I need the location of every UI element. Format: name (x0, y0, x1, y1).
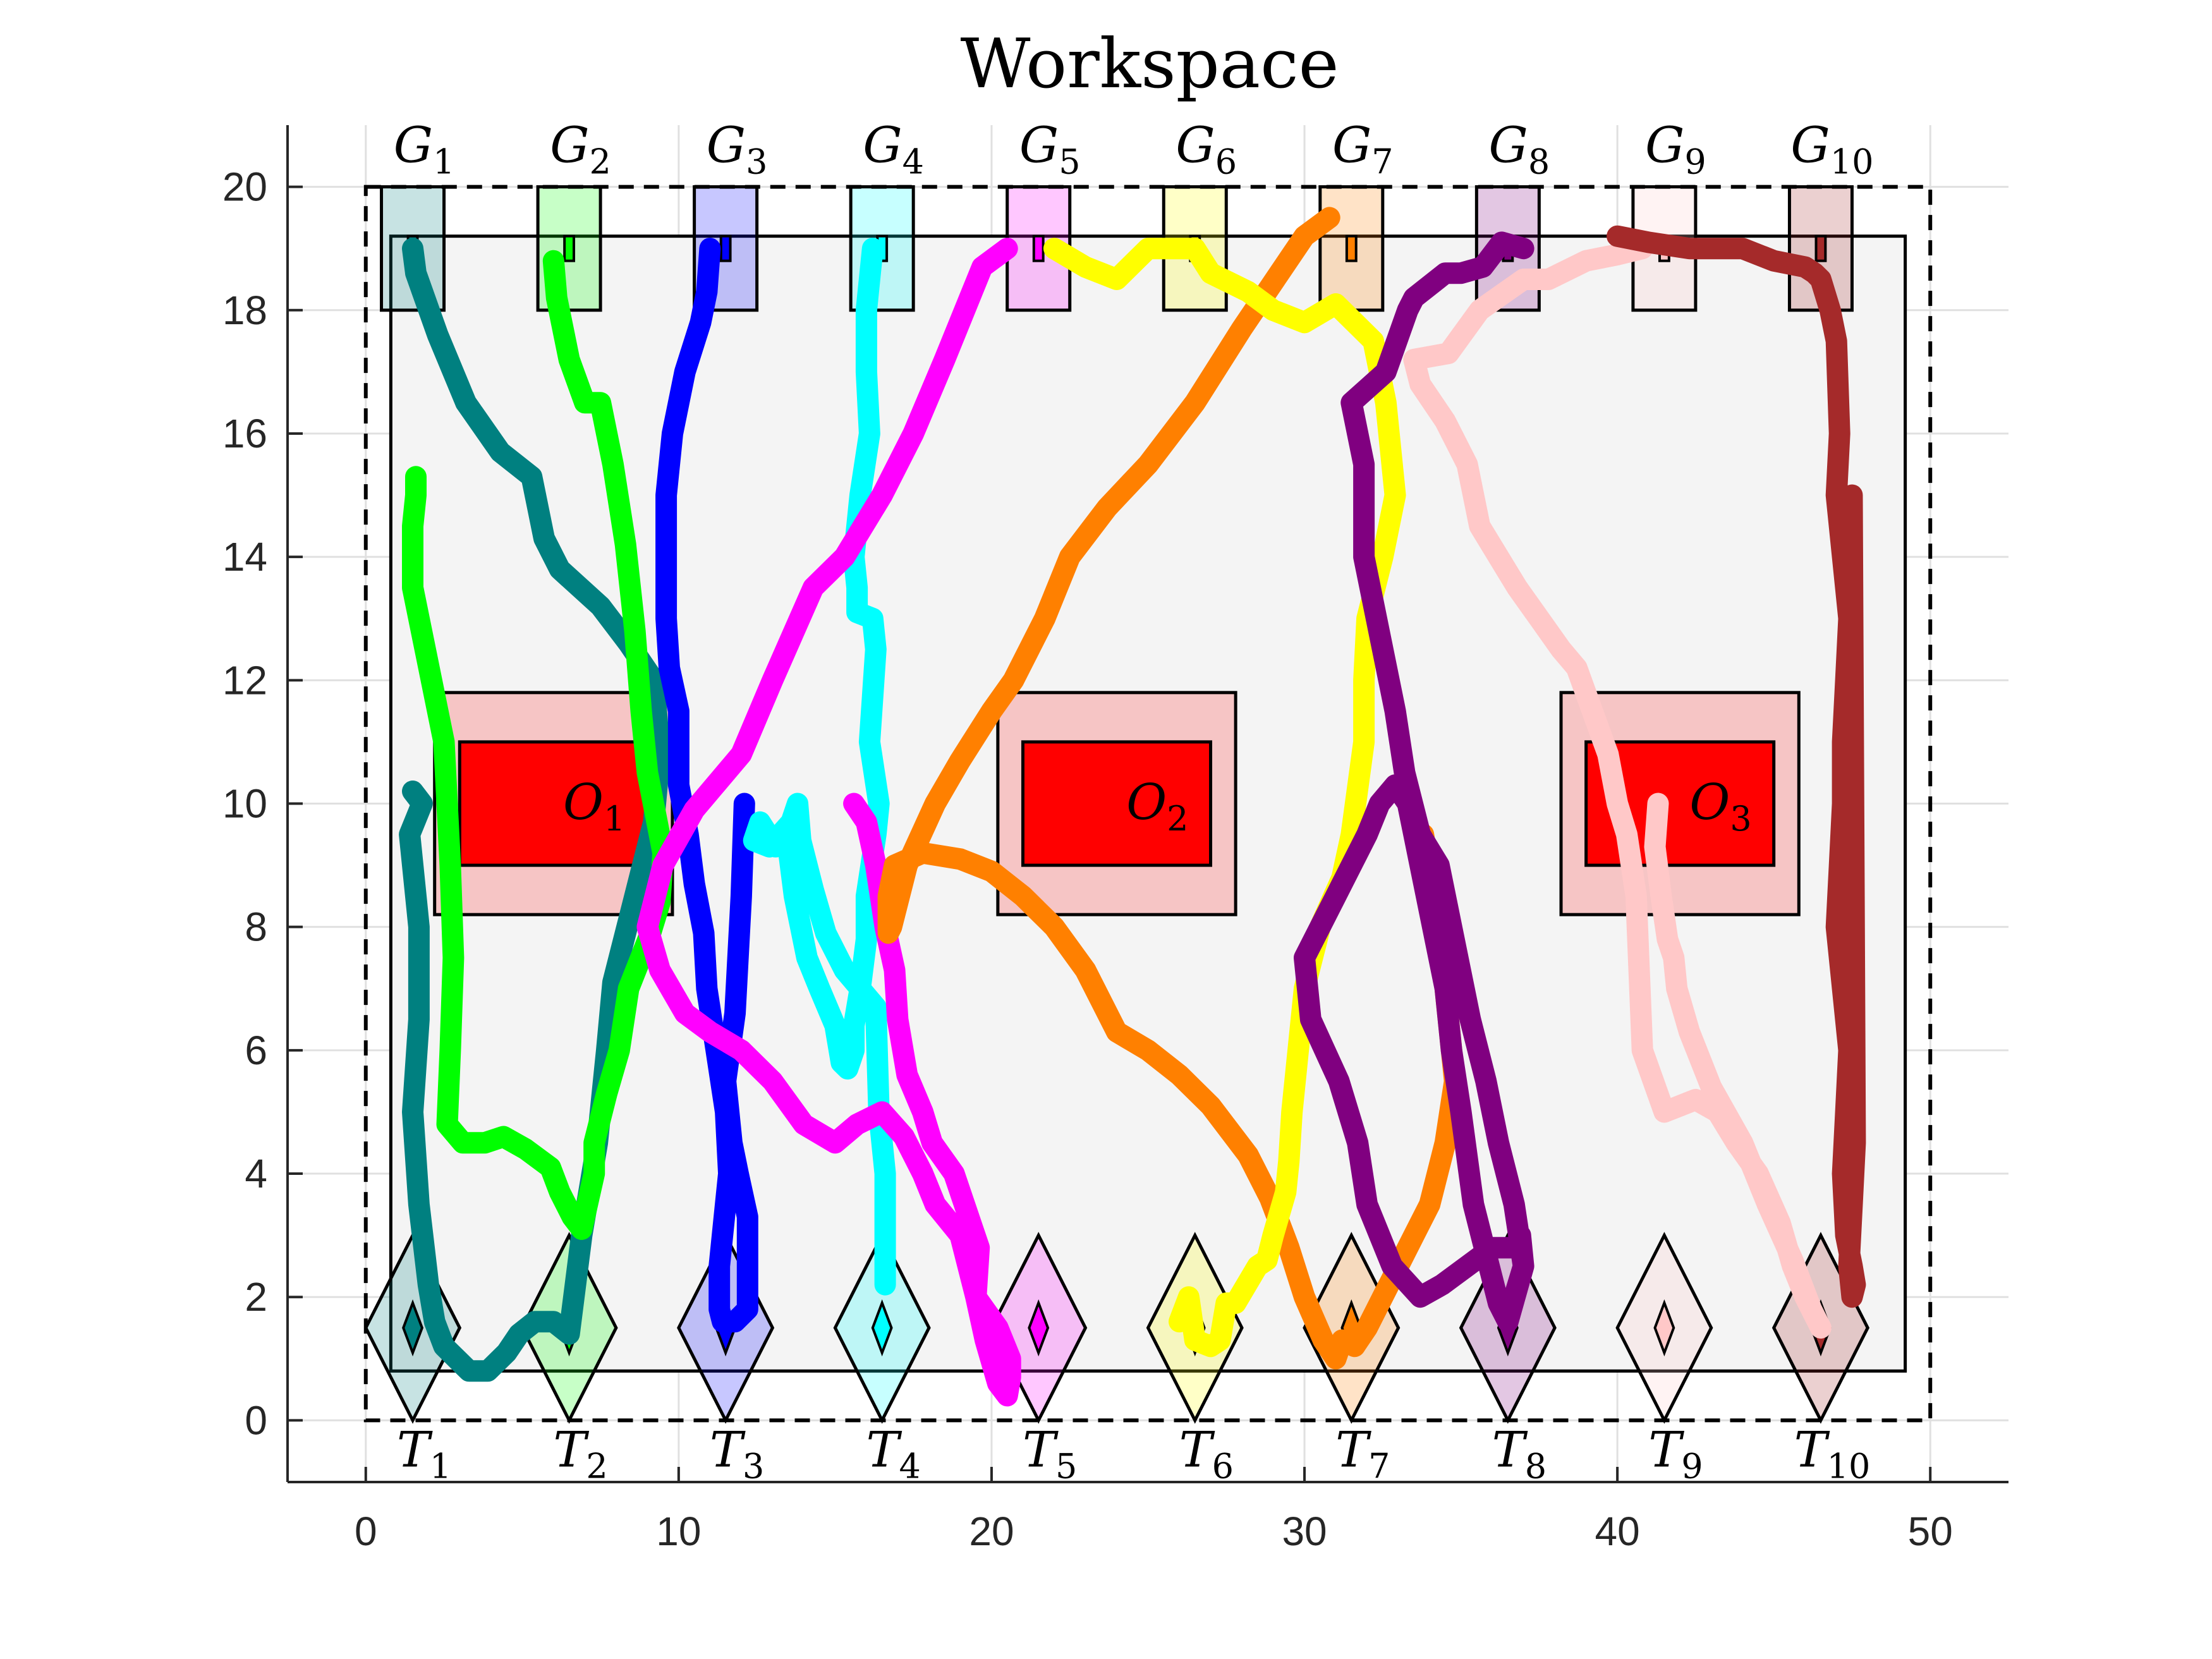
y-tick-label: 10 (222, 781, 267, 827)
goal-marker-5 (1032, 234, 1045, 262)
goal-label-2: G2 (550, 118, 611, 182)
target-label-9: T9 (1648, 1422, 1703, 1486)
x-tick-label: 10 (656, 1509, 701, 1554)
goal-label-8: G8 (1489, 118, 1550, 182)
trajectory-4 (743, 238, 896, 1296)
goal-label-5: G5 (1019, 118, 1081, 182)
goal-marker-10 (1814, 234, 1827, 262)
y-tick-label: 14 (222, 534, 267, 580)
workspace-boundary-rect (363, 185, 1933, 1423)
goal-label-1: G1 (394, 118, 455, 182)
goal-label-4: G4 (863, 118, 924, 182)
y-tick-label: 16 (222, 411, 267, 456)
x-tick-label: 20 (969, 1509, 1014, 1554)
obstacle-label-1: O1 (563, 774, 625, 839)
y-tick-label: 8 (245, 904, 267, 950)
y-tick-label: 4 (245, 1151, 267, 1196)
obstacle-label-2: O2 (1126, 774, 1188, 839)
y-tick-label: 2 (245, 1274, 267, 1320)
goal-marker-2 (563, 234, 576, 262)
target-label-1: T1 (397, 1422, 451, 1486)
target-label-4: T4 (866, 1422, 920, 1486)
goal-marker-7 (1345, 234, 1358, 262)
goal-label-6: G6 (1176, 118, 1237, 182)
x-tick-label: 40 (1595, 1509, 1640, 1554)
trajectory-1 (399, 238, 671, 1382)
workspace-boundary (363, 185, 1933, 1423)
target-marker-9 (1653, 1299, 1675, 1357)
target-marker-4 (871, 1299, 893, 1357)
x-tick-label: 30 (1282, 1509, 1327, 1554)
y-tick-label: 0 (245, 1397, 267, 1443)
trajectory-lines (399, 207, 1866, 1407)
target-label-5: T5 (1023, 1422, 1077, 1486)
goal-label-9: G9 (1645, 118, 1706, 182)
y-tick-label: 6 (245, 1028, 267, 1073)
chart-title: Workspace (960, 25, 1339, 104)
obstacle-label-3: O3 (1689, 774, 1751, 839)
target-label-8: T8 (1492, 1422, 1547, 1486)
trajectory-2 (402, 250, 674, 1240)
target-label-7: T7 (1335, 1422, 1390, 1486)
trajectory-5 (636, 238, 1021, 1407)
trajectory-8 (1294, 231, 1534, 1333)
trajectory-10 (1607, 225, 1866, 1308)
target-marker-1 (402, 1299, 424, 1357)
y-tick-label: 12 (222, 657, 267, 703)
goal-label-3: G3 (707, 118, 768, 182)
target-label-2: T2 (553, 1422, 607, 1486)
y-tick-label: 20 (222, 164, 267, 210)
math-labels: G1 G2 G3 G4 G5 G6 G7 G8 G9 G10 T1 T2 T3 T4 T5 T6 T7 T8 T9 T… (394, 118, 1874, 1486)
goal-label-10: G10 (1790, 118, 1873, 182)
trajectory-9 (1403, 238, 1832, 1339)
y-tick-label: 18 (222, 288, 267, 333)
trajectory-3 (655, 238, 758, 1333)
target-label-6: T6 (1179, 1422, 1234, 1486)
obstacle-core-2 (1021, 740, 1213, 867)
target-marker-5 (1028, 1299, 1050, 1357)
goal-marker-3 (719, 234, 732, 262)
x-tick-label: 50 (1908, 1509, 1953, 1554)
trajectory-6 (877, 207, 1466, 1370)
axes: 0 10 20 30 40 50 0 2 4 6 8 10 12 14 16 18 20 (222, 125, 2008, 1554)
x-tick-label: 0 (355, 1509, 377, 1554)
trajectory-7 (1043, 238, 1406, 1358)
goal-label-7: G7 (1332, 118, 1394, 182)
target-label-10: T10 (1794, 1422, 1871, 1486)
target-label-3: T3 (710, 1422, 764, 1486)
obstacle-core-1 (458, 740, 649, 867)
